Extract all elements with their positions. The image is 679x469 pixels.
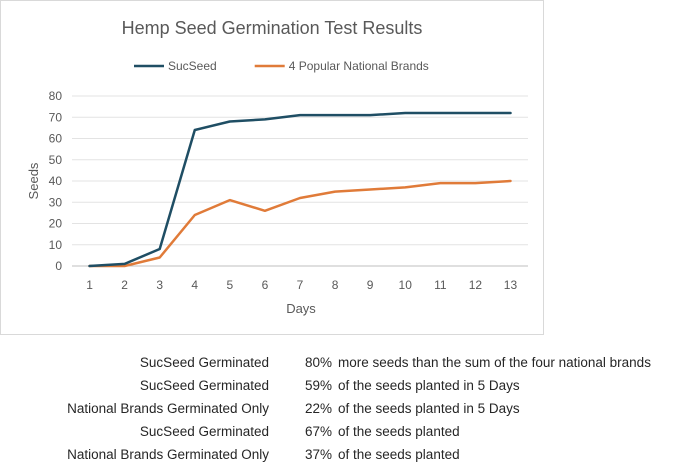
summary-percent: 22%: [304, 401, 332, 416]
x-tick-label: 6: [262, 278, 269, 292]
series-line-4-popular-national-brands: [88, 179, 512, 268]
y-axis-title: Seeds: [26, 162, 41, 199]
y-tick-label: 0: [55, 259, 62, 273]
summary-label: National Brands Germinated Only: [67, 401, 269, 416]
chart-title: Hemp Seed Germination Test Results: [122, 18, 423, 38]
x-tick-label: 10: [399, 278, 413, 292]
series-line-sucseed: [88, 111, 512, 268]
summary-label: SucSeed Germinated: [139, 424, 269, 439]
summary-row: SucSeed Germinated 59% of the seeds plante…: [0, 375, 679, 398]
summary-percent: 59%: [304, 378, 332, 393]
summary-label: National Brands Germinated Only: [67, 447, 269, 462]
x-tick-label: 11: [434, 278, 447, 292]
summary-percent: 37%: [304, 447, 332, 462]
legend-label: 4 Popular National Brands: [289, 59, 429, 73]
summary-description: of the seeds planted: [338, 424, 460, 439]
summary-percent: 80%: [304, 355, 332, 370]
summary-label: SucSeed Germinated: [139, 355, 269, 370]
x-axis-title: Days: [286, 301, 316, 316]
y-tick-label: 50: [49, 153, 63, 167]
chart-area: [0, 0, 544, 335]
x-tick-label: 4: [191, 278, 198, 292]
y-tick-label: 40: [49, 174, 63, 188]
summary-row: SucSeed Germinated 80% more seeds than the…: [0, 352, 679, 375]
gridlines: [72, 95, 528, 267]
summary-row: SucSeed Germinated 67% of the seeds plante…: [0, 421, 679, 444]
y-tick-label: 70: [49, 110, 63, 124]
summary-percent: 67%: [304, 424, 332, 439]
summary-table: SucSeed Germinated 80% more seeds than the…: [0, 352, 679, 467]
x-tick-label: 3: [156, 278, 163, 292]
x-tick-label: 7: [297, 278, 304, 292]
x-tick-label: 2: [121, 278, 128, 292]
line-chart: Hemp Seed Germination Test Results SucSe…: [26, 18, 528, 316]
summary-row: National Brands Germinated Only 37% of the…: [0, 444, 679, 467]
x-tick-label: 9: [367, 278, 374, 292]
y-tick-label: 60: [49, 132, 63, 146]
x-tick-label: 1: [86, 278, 93, 292]
summary-description: of the seeds planted: [338, 447, 460, 462]
x-tick-label: 13: [504, 278, 518, 292]
legend: SucSeed 4 Popular National Brands: [134, 59, 429, 73]
y-axis: 0 10 20 30 40 50 60 70 80: [49, 89, 63, 273]
x-tick-label: 8: [332, 278, 339, 292]
legend-label: SucSeed: [168, 59, 217, 73]
y-tick-label: 80: [49, 89, 63, 103]
y-tick-label: 30: [49, 195, 63, 209]
summary-label: SucSeed Germinated: [139, 378, 269, 393]
summary-description: of the seeds planted in 5 Days: [338, 401, 520, 416]
x-axis: 1 2 3 4 5 6 7 8 9 10 11 12 13: [86, 278, 517, 292]
y-tick-label: 10: [49, 238, 63, 252]
summary-description: more seeds than the sum of the four nati…: [338, 355, 651, 370]
y-tick-label: 20: [49, 217, 63, 231]
summary-row: National Brands Germinated Only 22% of the…: [0, 398, 679, 421]
x-tick-label: 12: [469, 278, 483, 292]
x-tick-label: 5: [227, 278, 234, 292]
series-lines: [88, 111, 512, 268]
summary-description: of the seeds planted in 5 Days: [338, 378, 520, 393]
